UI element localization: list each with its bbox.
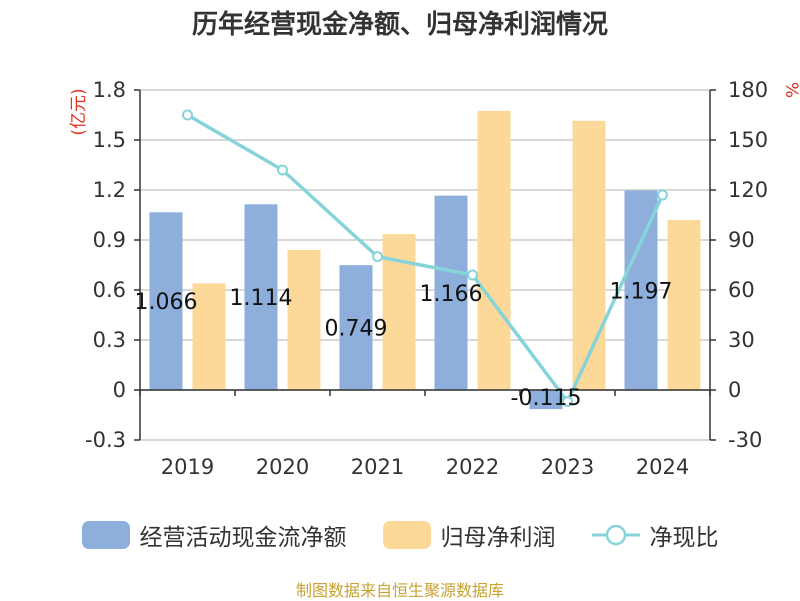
- ratio-point: [182, 109, 193, 121]
- line-series: [182, 109, 668, 408]
- right-axis-tick-label: 90: [728, 228, 755, 252]
- x-axis-tick-label: 2023: [541, 455, 594, 479]
- bar-cash: [149, 212, 183, 390]
- legend-item-ratio[interactable]: 净现比: [591, 518, 719, 552]
- chart-title: 历年经营现金净额、归母净利润情况: [191, 10, 608, 40]
- legend-label-ratio: 净现比: [649, 525, 719, 551]
- bar-cash: [434, 195, 468, 390]
- left-axis-tick-label: 1.8: [93, 78, 126, 102]
- data-label-cash: 1.114: [230, 286, 293, 311]
- bar-profit: [192, 283, 226, 390]
- right-axis-tick-label: 120: [728, 178, 768, 202]
- left-axis-tick-label: 0.6: [93, 278, 126, 302]
- bar-profit: [477, 110, 511, 390]
- x-axis-tick-label: 2022: [446, 455, 499, 479]
- data-labels: 1.066 1.114 0.749 1.166 -0.115 1.197: [135, 279, 673, 411]
- right-axis-unit: %: [781, 82, 800, 98]
- bar-cash: [624, 190, 658, 390]
- left-axis-tick-label: 0.3: [93, 328, 126, 352]
- ratio-point: [467, 269, 478, 281]
- right-axis-tick-label: 0: [728, 378, 741, 402]
- x-axis-tick-label: 2021: [351, 455, 404, 479]
- legend-label-cash: 经营活动现金流净额: [139, 525, 347, 551]
- bar-profit: [572, 120, 606, 390]
- legend-swatch-profit: [382, 521, 431, 549]
- legend: 经营活动现金流净额 归母净利润 净现比: [0, 515, 800, 555]
- ratio-point: [372, 251, 383, 263]
- ratio-point: [657, 189, 668, 201]
- left-axis-tick-label: -0.3: [85, 428, 126, 452]
- x-axis-tick-label: 2020: [256, 455, 309, 479]
- data-label-cash: 0.749: [325, 317, 388, 342]
- data-label-cash: 1.197: [610, 279, 673, 304]
- source-note: 制图数据来自恒生聚源数据库: [295, 581, 504, 600]
- bar-cash: [529, 390, 563, 410]
- bar-cash: [244, 204, 278, 390]
- axes: 1.8 1.5 1.2 0.9 0.6 0.3 0 -0.3 180 150 120 90 60 30 0 -…: [69, 78, 800, 479]
- legend-item-profit[interactable]: 归母净利润: [382, 518, 556, 552]
- right-axis-tick-label: 150: [728, 128, 768, 152]
- ratio-point: [562, 396, 573, 408]
- legend-swatch-cash: [81, 521, 130, 549]
- bar-series: [149, 110, 701, 410]
- data-label-cash: 1.066: [135, 290, 198, 315]
- left-axis-tick-label: 0: [113, 378, 126, 402]
- bar-profit: [667, 220, 701, 390]
- right-axis-tick-label: -30: [728, 428, 762, 452]
- legend-line-icon: [591, 524, 640, 546]
- left-axis-tick-label: 1.5: [93, 128, 126, 152]
- ratio-point: [277, 164, 288, 176]
- right-axis-tick-label: 180: [728, 78, 768, 102]
- ratio-line: [186, 113, 665, 406]
- left-axis-tick-label: 0.9: [93, 228, 126, 252]
- bar-profit: [287, 250, 321, 390]
- legend-line-marker: [605, 524, 626, 546]
- legend-item-cash[interactable]: 经营活动现金流净额: [81, 518, 347, 552]
- right-axis-tick-label: 60: [728, 278, 755, 302]
- x-axis-tick-label: 2019: [161, 455, 214, 479]
- right-axis-tick-label: 30: [728, 328, 755, 352]
- x-axis-tick-label: 2024: [636, 455, 689, 479]
- data-label-cash: 1.166: [420, 282, 483, 307]
- data-label-cash: -0.115: [511, 386, 582, 411]
- bar-cash: [339, 265, 373, 390]
- left-axis-unit: (亿元): [69, 88, 89, 135]
- left-axis-tick-label: 1.2: [93, 178, 126, 202]
- legend-label-profit: 归母净利润: [440, 525, 556, 551]
